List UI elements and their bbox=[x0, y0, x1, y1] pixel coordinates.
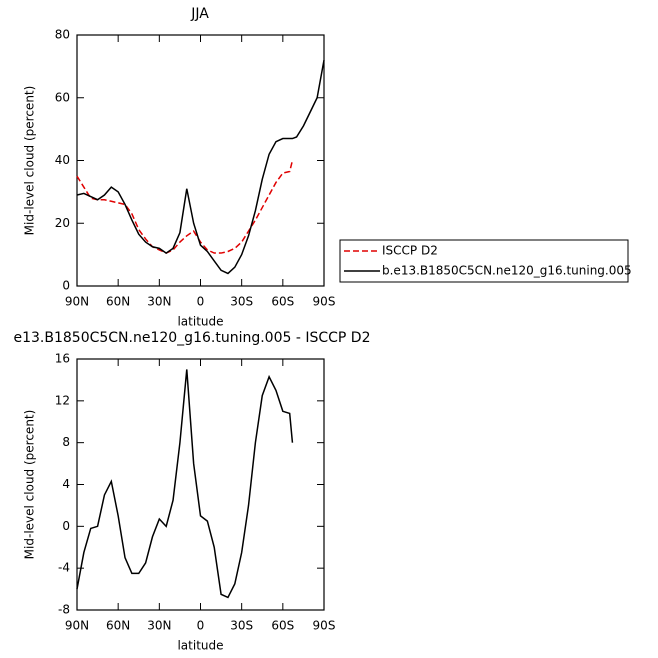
x-tick-label: 90S bbox=[313, 295, 336, 309]
y-tick-label: 12 bbox=[55, 393, 70, 407]
series-line bbox=[76, 160, 294, 254]
chart-title: JJA bbox=[190, 6, 209, 22]
y-tick-label: 0 bbox=[62, 519, 70, 533]
y-tick-label: 8 bbox=[62, 435, 70, 449]
legend-label: ISCCP D2 bbox=[382, 244, 438, 258]
y-tick-label: -8 bbox=[58, 603, 70, 617]
y-tick-label: 80 bbox=[55, 28, 70, 42]
x-tick-label: 30N bbox=[147, 619, 171, 633]
x-tick-label: 90N bbox=[65, 295, 89, 309]
x-tick-label: 60S bbox=[271, 619, 294, 633]
y-tick-label: 40 bbox=[55, 153, 70, 167]
y-axis-label: Mid-level cloud (percent) bbox=[23, 86, 37, 236]
x-axis-label: latitude bbox=[177, 315, 223, 329]
x-axis-label: latitude bbox=[177, 639, 223, 653]
x-tick-label: 0 bbox=[197, 619, 205, 633]
x-tick-label: 30S bbox=[230, 295, 253, 309]
plot-frame bbox=[76, 358, 325, 611]
chart-title: e13.B1850C5CN.ne120_g16.tuning.005 - ISC… bbox=[13, 330, 370, 346]
y-tick-label: 16 bbox=[55, 352, 70, 366]
y-tick-label: 4 bbox=[62, 477, 70, 491]
x-tick-label: 30N bbox=[147, 295, 171, 309]
x-tick-label: 60N bbox=[106, 619, 130, 633]
y-tick-label: 60 bbox=[55, 90, 70, 104]
legend-label: b.e13.B1850C5CN.ne120_g16.tuning.005 bbox=[382, 264, 632, 278]
y-axis-label: Mid-level cloud (percent) bbox=[23, 410, 37, 560]
y-tick-label: 20 bbox=[55, 216, 70, 230]
plot-frame bbox=[76, 34, 325, 287]
x-tick-label: 30S bbox=[230, 619, 253, 633]
x-tick-label: 90N bbox=[65, 619, 89, 633]
series-line bbox=[76, 59, 325, 275]
y-tick-label: -4 bbox=[58, 561, 70, 575]
legend-box bbox=[339, 239, 629, 283]
y-tick-label: 0 bbox=[62, 279, 70, 293]
x-tick-label: 60N bbox=[106, 295, 130, 309]
x-tick-label: 90S bbox=[313, 619, 336, 633]
series-line bbox=[76, 369, 294, 599]
x-tick-label: 0 bbox=[197, 295, 205, 309]
x-tick-label: 60S bbox=[271, 295, 294, 309]
